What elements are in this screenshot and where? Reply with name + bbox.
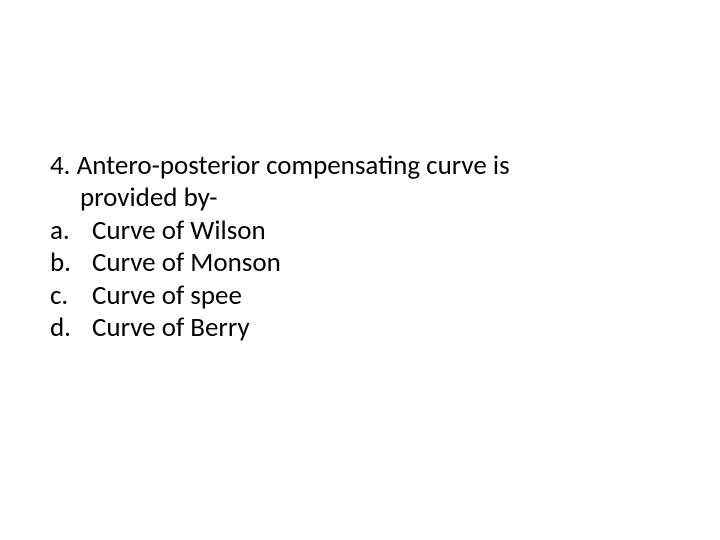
option-c: c. Curve of spee: [50, 280, 670, 312]
option-b-letter: b.: [50, 247, 92, 279]
option-a-text: Curve of Wilson: [92, 215, 266, 247]
option-c-letter: c.: [50, 280, 92, 312]
option-d-text: Curve of Berry: [92, 312, 250, 344]
question-text-line1: 4. Antero-posterior compensating curve i…: [50, 150, 510, 182]
option-a: a. Curve of Wilson: [50, 215, 670, 247]
slide-container: 4. Antero-posterior compensating curve i…: [0, 0, 720, 540]
option-b: b. Curve of Monson: [50, 247, 670, 279]
option-a-letter: a.: [50, 215, 92, 247]
question-text-line2: provided by-: [80, 181, 218, 214]
option-b-text: Curve of Monson: [92, 247, 281, 279]
question-line-2: provided by-: [50, 182, 670, 214]
option-d-letter: d.: [50, 312, 92, 344]
option-d: d. Curve of Berry: [50, 312, 670, 344]
question-line-1: 4. Antero-posterior compensating curve i…: [50, 150, 670, 182]
option-c-text: Curve of spee: [92, 280, 242, 312]
